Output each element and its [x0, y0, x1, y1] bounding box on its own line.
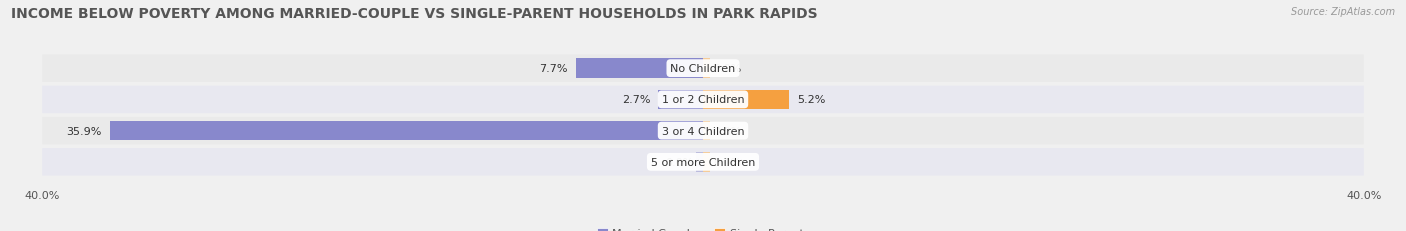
Text: Source: ZipAtlas.com: Source: ZipAtlas.com: [1291, 7, 1395, 17]
Text: 0.0%: 0.0%: [713, 157, 741, 167]
Bar: [703, 122, 710, 141]
Text: 35.9%: 35.9%: [66, 126, 101, 136]
Text: INCOME BELOW POVERTY AMONG MARRIED-COUPLE VS SINGLE-PARENT HOUSEHOLDS IN PARK RA: INCOME BELOW POVERTY AMONG MARRIED-COUPL…: [11, 7, 818, 21]
FancyBboxPatch shape: [42, 117, 1364, 145]
Bar: [658, 90, 703, 109]
Text: 0.0%: 0.0%: [665, 157, 693, 167]
Text: 3 or 4 Children: 3 or 4 Children: [662, 126, 744, 136]
FancyBboxPatch shape: [42, 149, 1364, 176]
Legend: Married Couples, Single Parents: Married Couples, Single Parents: [592, 223, 814, 231]
Text: 1 or 2 Children: 1 or 2 Children: [662, 95, 744, 105]
Text: 0.0%: 0.0%: [713, 64, 741, 74]
Bar: [576, 59, 703, 79]
Bar: [110, 122, 703, 141]
Bar: [696, 152, 703, 172]
Bar: [703, 59, 710, 79]
Text: 5.2%: 5.2%: [797, 95, 825, 105]
Bar: [703, 152, 710, 172]
Text: 2.7%: 2.7%: [621, 95, 650, 105]
FancyBboxPatch shape: [42, 55, 1364, 82]
Text: 7.7%: 7.7%: [538, 64, 568, 74]
Bar: [703, 90, 789, 109]
FancyBboxPatch shape: [42, 86, 1364, 114]
Text: 5 or more Children: 5 or more Children: [651, 157, 755, 167]
Text: No Children: No Children: [671, 64, 735, 74]
Text: 0.0%: 0.0%: [713, 126, 741, 136]
